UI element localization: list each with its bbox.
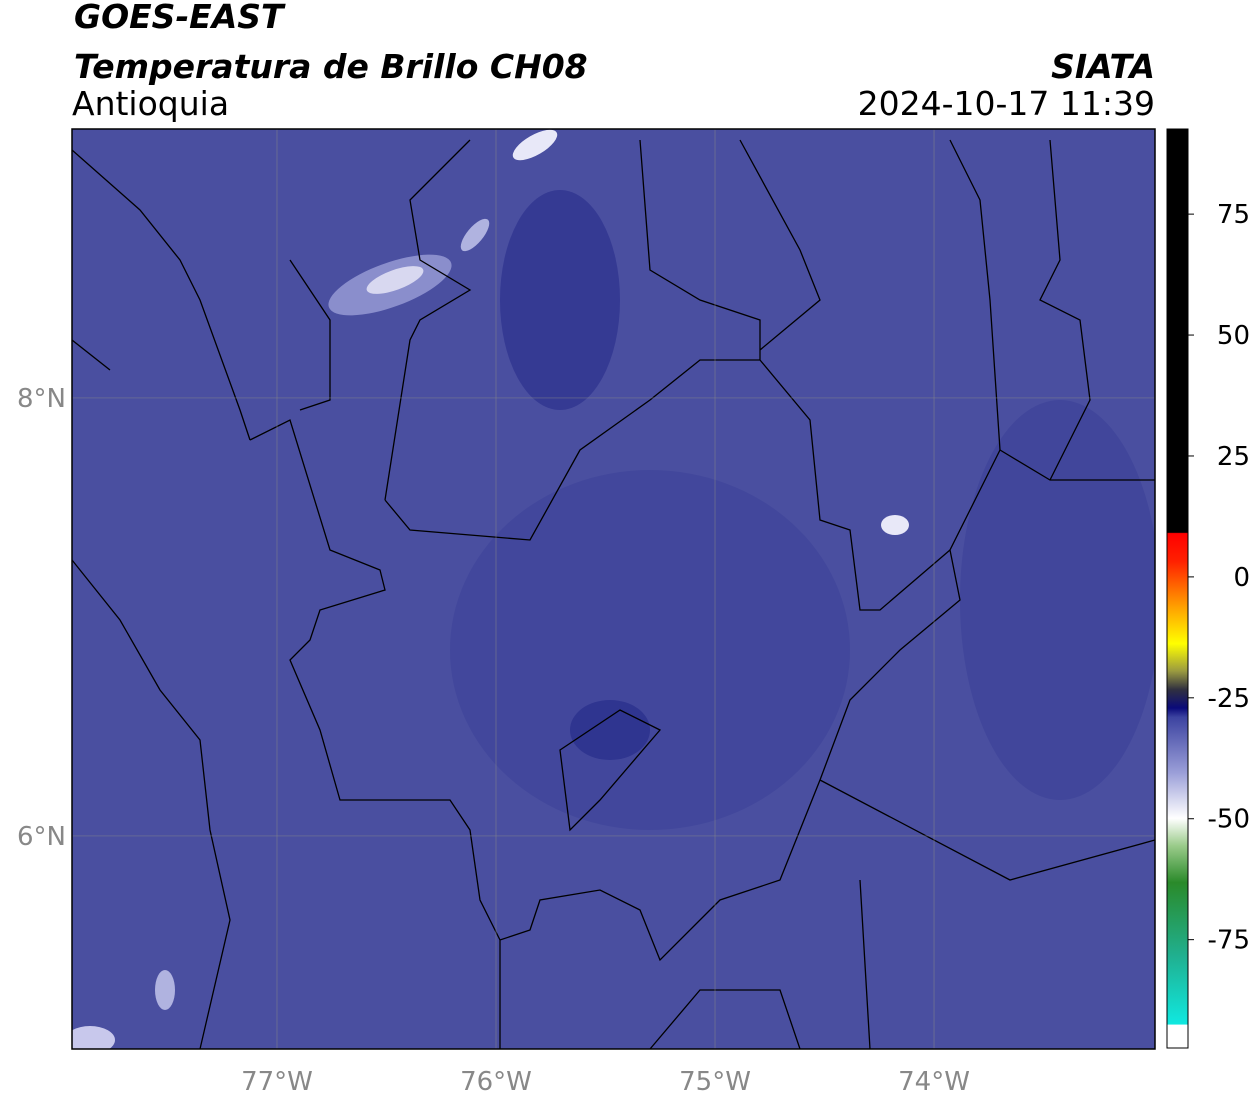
satellite: GOES-EAST <box>74 0 286 36</box>
colorbar-tick-label: -50 <box>1208 805 1250 835</box>
colorbar-tick-label: -75 <box>1208 926 1250 956</box>
map-image <box>72 129 1155 1049</box>
map-frame <box>71 128 1156 1050</box>
grid <box>72 129 1155 1049</box>
region: Antioquia <box>72 84 229 123</box>
lon-label: 74°W <box>898 1067 970 1097</box>
product: Temperatura de Brillo CH08 <box>74 47 588 86</box>
lon-label: 75°W <box>679 1067 751 1097</box>
lon-label: 77°W <box>241 1067 313 1097</box>
colorbar-tick-label: 50 <box>1217 321 1250 351</box>
colorbar-tick-label: 75 <box>1217 200 1250 230</box>
lon-label: 76°W <box>460 1067 532 1097</box>
colorbar-tick-label: -25 <box>1208 684 1250 714</box>
colorbar-tick-label: 0 <box>1233 563 1250 593</box>
lat-label: 8°N <box>17 384 66 414</box>
source: SIATA <box>1051 47 1155 86</box>
lat-label: 6°N <box>17 822 66 852</box>
timestamp: 2024-10-17 11:39 <box>858 84 1155 123</box>
colorbar <box>1166 128 1189 1049</box>
colorbar-tick-label: 25 <box>1217 442 1250 472</box>
